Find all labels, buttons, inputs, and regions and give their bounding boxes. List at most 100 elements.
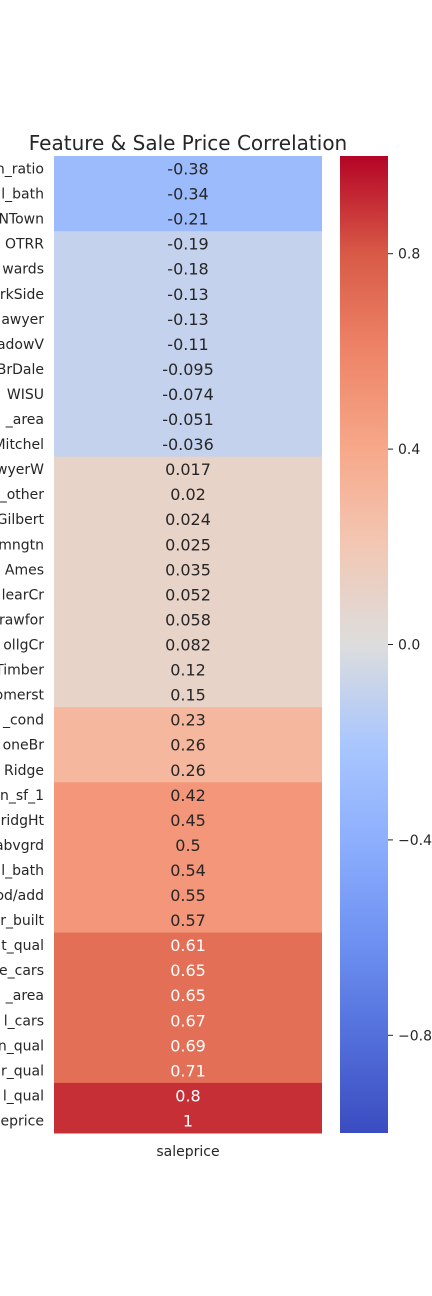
cell-value-label: 0.69 (170, 1036, 206, 1055)
row-label: t_qual (1, 938, 44, 954)
row-label: awyer (1, 312, 44, 328)
cell-value-label: 0.61 (170, 936, 206, 955)
row-label: _area (5, 988, 44, 1004)
row-label: l_cars (4, 1013, 44, 1029)
heatmap-cell (54, 556, 322, 583)
heatmap-cell (54, 882, 322, 909)
cell-value-label: 0.54 (170, 861, 206, 880)
row-label: Mitchel (0, 437, 44, 453)
row-label: OTRR (5, 237, 44, 253)
heatmap-cell (54, 657, 322, 683)
cell-value-label: 0.26 (170, 761, 206, 780)
heatmap-cell (54, 281, 322, 307)
row-label: l_bath (1, 187, 44, 203)
row-label: _area (5, 412, 44, 428)
row-label: ollgCr (3, 638, 44, 654)
cell-value-label: 0.035 (165, 560, 211, 579)
heatmap-cells: -0.38 -0.34 -0.21 -0.19 -0.18 -0.13 -0.13 -0.11… (54, 156, 322, 1134)
heatmap-cell (54, 807, 322, 833)
row-label: n_ratio (0, 162, 44, 178)
heatmap-cell (54, 631, 322, 658)
heatmap-cell (54, 156, 322, 182)
row-label: Gilbert (0, 512, 45, 528)
row-label: Ridge (4, 763, 44, 779)
cell-value-label: 0.71 (170, 1061, 206, 1080)
row-label: l_bath (1, 863, 44, 879)
row-label: l_qual (3, 1088, 44, 1104)
cell-value-label: 0.052 (165, 585, 211, 604)
heatmap-cell (54, 381, 322, 408)
cell-value-label: 0.57 (170, 911, 206, 930)
cell-value-label: -0.34 (167, 185, 208, 204)
row-label: oneBr (3, 738, 45, 754)
colorbar-tick-label: −0.4 (398, 833, 432, 849)
heatmap-cell (54, 1107, 322, 1134)
colorbar-ticks: −0.8 −0.4 0.0 0.4 0.8 (388, 247, 432, 1044)
heatmap-cell (54, 331, 322, 357)
row-label: r_built (0, 913, 44, 929)
row-label: rkSide (0, 287, 44, 303)
chart-title: Feature & Sale Price Correlation (29, 131, 348, 155)
colorbar-tick-label: −0.8 (398, 1028, 432, 1044)
heatmap-cell (54, 231, 322, 257)
heatmap-cell (54, 1057, 322, 1084)
row-label: n_sf_1 (0, 788, 44, 804)
cell-value-label: -0.18 (167, 260, 208, 279)
colorbar-gradient (340, 156, 388, 1133)
row-label: Ames (5, 562, 44, 578)
heatmap-cell (54, 782, 322, 808)
colorbar-tick-label: 0.0 (398, 638, 420, 654)
cell-value-label: 0.26 (170, 736, 206, 755)
heatmap-cell (54, 682, 322, 708)
heatmap-cell (54, 431, 322, 458)
cell-value-label: -0.051 (162, 410, 214, 429)
row-label: mngtn (0, 537, 44, 553)
heatmap-cell (54, 982, 322, 1009)
cell-value-label: -0.19 (167, 235, 208, 254)
cell-value-label: 0.017 (165, 460, 211, 479)
heatmap-cell (54, 957, 322, 984)
cell-value-label: -0.21 (167, 210, 208, 229)
heatmap-cell (54, 406, 322, 433)
heatmap-cell (54, 932, 322, 959)
heatmap-cell (54, 206, 322, 232)
cell-value-label: 0.12 (170, 661, 206, 680)
row-label: adowV (0, 337, 44, 353)
heatmap-cell (54, 606, 322, 633)
cell-value-label: 0.67 (170, 1011, 206, 1030)
colorbar-tick-label: 0.8 (398, 247, 420, 263)
colorbar: −0.8 −0.4 0.0 0.4 0.8 (340, 156, 432, 1133)
row-label: omerst (0, 688, 45, 704)
cell-value-label: 0.55 (170, 886, 206, 905)
cell-value-label: -0.13 (167, 285, 208, 304)
row-label: n_qual (0, 1038, 44, 1054)
heatmap-cell (54, 1082, 322, 1109)
cell-value-label: 0.15 (170, 686, 206, 705)
heatmap-cell (54, 356, 322, 382)
cell-value-label: 0.025 (165, 535, 211, 554)
row-label: _other (0, 487, 44, 503)
heatmap-cell (54, 481, 322, 508)
row-label: NTown (0, 212, 44, 228)
heatmap-cell (54, 732, 322, 758)
row-label: WISU (7, 387, 44, 403)
cell-value-label: 0.45 (170, 811, 206, 830)
cell-value-label: -0.11 (167, 335, 208, 354)
row-label: Timber (0, 663, 44, 679)
cell-value-label: 0.02 (170, 485, 206, 504)
row-label: _cond (2, 713, 44, 729)
heatmap-cell (54, 907, 322, 934)
cell-value-label: -0.074 (162, 385, 214, 404)
cell-value-label: 0.42 (170, 786, 206, 805)
cell-value-label: 0.65 (170, 986, 206, 1005)
heatmap-cell (54, 857, 322, 883)
heatmap-cell (54, 707, 322, 733)
row-label: ridgHt (1, 813, 45, 829)
heatmap-cell (54, 506, 322, 533)
heatmap-cell (54, 581, 322, 608)
x-axis-label: saleprice (156, 1144, 219, 1160)
cell-value-label: -0.13 (167, 310, 208, 329)
heatmap-cell (54, 256, 322, 282)
row-label: abvgrd (0, 838, 44, 854)
